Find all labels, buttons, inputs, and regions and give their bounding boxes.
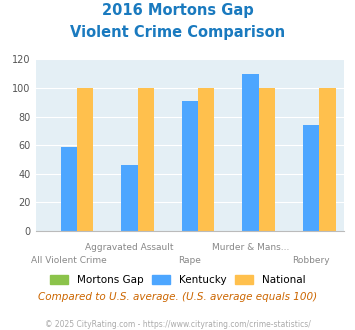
Bar [182, 101, 198, 231]
Text: Rape: Rape [179, 256, 201, 265]
Bar [198, 88, 214, 231]
Legend: Mortons Gap, Kentucky, National: Mortons Gap, Kentucky, National [45, 271, 310, 289]
Bar [319, 88, 335, 231]
Text: Compared to U.S. average. (U.S. average equals 100): Compared to U.S. average. (U.S. average … [38, 292, 317, 302]
Bar [77, 88, 93, 231]
Bar [121, 165, 137, 231]
Text: Aggravated Assault: Aggravated Assault [85, 243, 174, 251]
Text: Violent Crime Comparison: Violent Crime Comparison [70, 25, 285, 40]
Text: © 2025 CityRating.com - https://www.cityrating.com/crime-statistics/: © 2025 CityRating.com - https://www.city… [45, 320, 310, 329]
Bar [259, 88, 275, 231]
Text: All Violent Crime: All Violent Crime [31, 256, 107, 265]
Text: Murder & Mans...: Murder & Mans... [212, 243, 289, 251]
Bar [242, 74, 259, 231]
Bar [303, 125, 319, 231]
Bar [61, 147, 77, 231]
Text: 2016 Mortons Gap: 2016 Mortons Gap [102, 3, 253, 18]
Text: Robbery: Robbery [292, 256, 330, 265]
Bar [137, 88, 154, 231]
